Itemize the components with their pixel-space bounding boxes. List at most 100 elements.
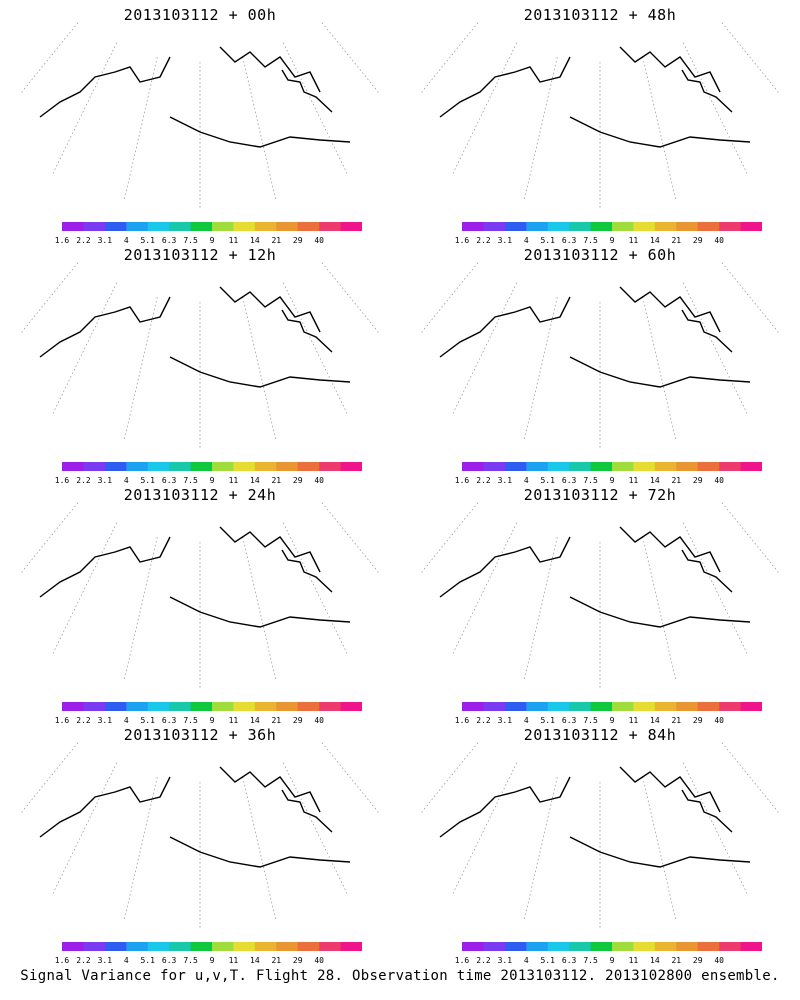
variance-core — [482, 533, 756, 616]
variance-contour — [503, 544, 723, 556]
meridian-line — [20, 262, 50, 320]
colorbar-tick-label: 2.2 — [476, 236, 491, 245]
colorbar-tick-label: 5.1 — [540, 236, 555, 245]
colorbar-swatch — [126, 462, 149, 471]
colorbar-swatch — [319, 222, 342, 231]
latitude-line — [20, 742, 380, 767]
variance-contour — [504, 69, 694, 76]
variance-contour — [120, 327, 222, 377]
colorbar-tick-label: 5.1 — [140, 236, 155, 245]
variance-contour — [97, 82, 232, 151]
variance-contour — [479, 769, 774, 796]
colorbar-swatch — [276, 462, 299, 471]
coastlines — [39, 766, 351, 868]
meridian-line — [350, 502, 380, 560]
coastlines — [39, 286, 351, 388]
colorbar-swatch — [104, 222, 127, 231]
colorbar-tick-label: 40 — [314, 716, 324, 725]
variance-contour — [120, 563, 260, 630]
meridian-line — [420, 262, 480, 335]
coastline — [569, 356, 751, 388]
variance-contour — [160, 580, 208, 604]
colorbar-swatch — [654, 702, 677, 711]
colorbar-swatch — [547, 942, 570, 951]
colorbar-swatch — [147, 942, 170, 951]
colorbar-swatch — [62, 462, 84, 471]
colorbar-swatch — [547, 462, 570, 471]
variance-contour — [158, 816, 225, 849]
panel-title: 2013103112 + 36h — [123, 726, 277, 744]
meridian-line — [123, 537, 158, 682]
latitude-line — [20, 262, 380, 274]
meridian-line — [750, 22, 780, 80]
colorbar-swatch — [633, 702, 656, 711]
colorbar-tick-label: 14 — [250, 236, 260, 245]
colorbar-tick-label: 9 — [609, 716, 615, 725]
colorbar-ticks: 1.6 2.2 3.1 4 5.1 6.3 7.5 9 11 14 21 29 40 — [452, 476, 772, 488]
colorbar-tick-label: 3.1 — [97, 716, 113, 725]
colorbar-tick-label: 21 — [671, 476, 682, 485]
variance-contour — [565, 577, 649, 616]
variance-contour — [102, 790, 282, 796]
latitude-line — [420, 262, 780, 274]
variance-contour — [93, 318, 249, 394]
colorbar-tick-label: 21 — [271, 956, 282, 965]
colorbar-tick-label: 5.1 — [540, 956, 555, 965]
colorbar-tick-label: 4 — [123, 476, 129, 485]
latitude-line — [420, 22, 780, 47]
colorbar-swatch — [319, 942, 342, 951]
colorbar-tick-label: 1.6 — [454, 476, 470, 485]
colorbar-tick-label: 4 — [123, 236, 129, 245]
variance-contour — [86, 790, 285, 796]
colorbar-swatch — [147, 702, 170, 711]
colorbar-swatch — [719, 702, 742, 711]
variance-contour — [145, 807, 249, 856]
map-plot — [20, 262, 380, 450]
colorbar-swatch — [169, 942, 192, 951]
colorbar-tick-label: 7.5 — [583, 956, 598, 965]
colorbar-tick-label: 6.3 — [161, 956, 177, 965]
colorbar-tick-label: 21 — [271, 716, 282, 725]
colorbar-swatch — [654, 462, 677, 471]
colorbar-tick-label: 29 — [292, 956, 303, 965]
colorbar-swatch — [190, 702, 213, 711]
colorbar-swatch — [169, 702, 192, 711]
graticule — [420, 742, 780, 930]
variance-contour — [123, 327, 243, 386]
colorbar-swatch — [590, 702, 613, 711]
meridian-line — [350, 742, 380, 800]
colorbar-swatch — [483, 222, 506, 231]
meridian-line — [523, 297, 558, 442]
graticule — [20, 22, 380, 210]
colorbar-tick-label: 9 — [609, 236, 615, 245]
colorbar-tick-label: 11 — [228, 236, 239, 245]
coastline — [681, 549, 733, 593]
meridian-line — [51, 282, 118, 416]
coastline — [681, 69, 733, 113]
colorbar-tick-label: 40 — [714, 956, 724, 965]
coastline — [439, 776, 571, 838]
colorbar-swatch — [590, 462, 613, 471]
colorbar-swatch — [676, 942, 699, 951]
colorbar-tick-label: 2.2 — [476, 956, 491, 965]
colorbar-swatch — [297, 462, 320, 471]
colorbar-swatch — [569, 462, 592, 471]
colorbar — [462, 462, 762, 471]
variance-contour — [556, 89, 654, 135]
latitude-line — [20, 502, 380, 514]
meridian-line — [282, 762, 349, 896]
colorbar-tick-label: 5.1 — [540, 716, 555, 725]
colorbar-swatch — [147, 462, 170, 471]
coastline — [569, 596, 751, 628]
meridian-line — [682, 282, 749, 416]
coastlines — [39, 46, 351, 148]
meridian-line — [720, 262, 780, 335]
meridian-line — [20, 742, 50, 800]
colorbar-tick-label: 29 — [692, 716, 703, 725]
colorbar-tick-label: 2.2 — [76, 716, 91, 725]
meridian-line — [420, 502, 450, 560]
colorbar-tick-label: 7.5 — [183, 236, 198, 245]
colorbar-ticks: 1.6 2.2 3.1 4 5.1 6.3 7.5 9 11 14 21 29 40 — [52, 716, 372, 728]
variance-contour — [99, 73, 253, 76]
coastline — [169, 356, 351, 388]
